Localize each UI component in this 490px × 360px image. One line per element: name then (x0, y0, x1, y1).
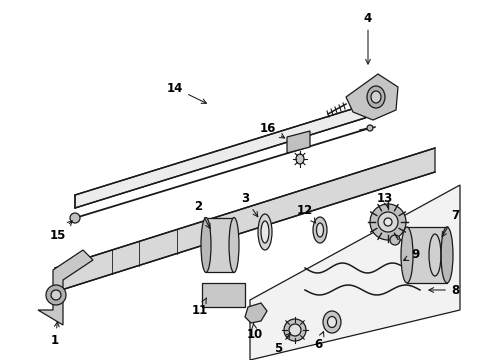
Text: 14: 14 (167, 81, 206, 103)
Ellipse shape (367, 86, 385, 108)
Polygon shape (407, 227, 447, 283)
Text: 11: 11 (192, 298, 208, 316)
Circle shape (378, 212, 398, 232)
Text: 9: 9 (404, 248, 419, 261)
Circle shape (46, 285, 66, 305)
Circle shape (370, 204, 406, 240)
Text: 5: 5 (274, 333, 291, 355)
Ellipse shape (258, 214, 272, 250)
Ellipse shape (317, 223, 323, 237)
Polygon shape (206, 218, 234, 272)
Circle shape (70, 213, 80, 223)
Ellipse shape (229, 217, 239, 273)
Circle shape (367, 125, 373, 131)
Circle shape (390, 235, 400, 245)
Text: 15: 15 (50, 221, 72, 242)
Text: 13: 13 (377, 192, 393, 207)
Polygon shape (55, 148, 435, 292)
Ellipse shape (261, 221, 269, 243)
Ellipse shape (371, 91, 381, 103)
Text: 16: 16 (260, 122, 285, 138)
Ellipse shape (441, 227, 453, 283)
Circle shape (384, 218, 392, 226)
Ellipse shape (201, 217, 211, 273)
Text: 12: 12 (297, 203, 316, 223)
Polygon shape (287, 131, 310, 153)
Polygon shape (38, 250, 93, 325)
Text: 3: 3 (241, 192, 258, 217)
Polygon shape (245, 303, 267, 323)
Ellipse shape (296, 154, 304, 164)
Text: 6: 6 (314, 332, 324, 351)
Text: 4: 4 (364, 12, 372, 64)
Circle shape (51, 290, 61, 300)
Text: 1: 1 (51, 322, 59, 346)
Text: 10: 10 (247, 323, 263, 342)
Ellipse shape (313, 217, 327, 243)
Polygon shape (75, 105, 365, 208)
Ellipse shape (327, 316, 337, 328)
Text: 2: 2 (194, 199, 210, 229)
Ellipse shape (323, 311, 341, 333)
Polygon shape (250, 185, 460, 360)
Circle shape (284, 319, 306, 341)
Text: 7: 7 (442, 208, 459, 237)
Ellipse shape (401, 227, 413, 283)
Polygon shape (202, 283, 245, 307)
Circle shape (289, 324, 301, 336)
Text: 8: 8 (429, 284, 459, 297)
Polygon shape (346, 74, 398, 120)
